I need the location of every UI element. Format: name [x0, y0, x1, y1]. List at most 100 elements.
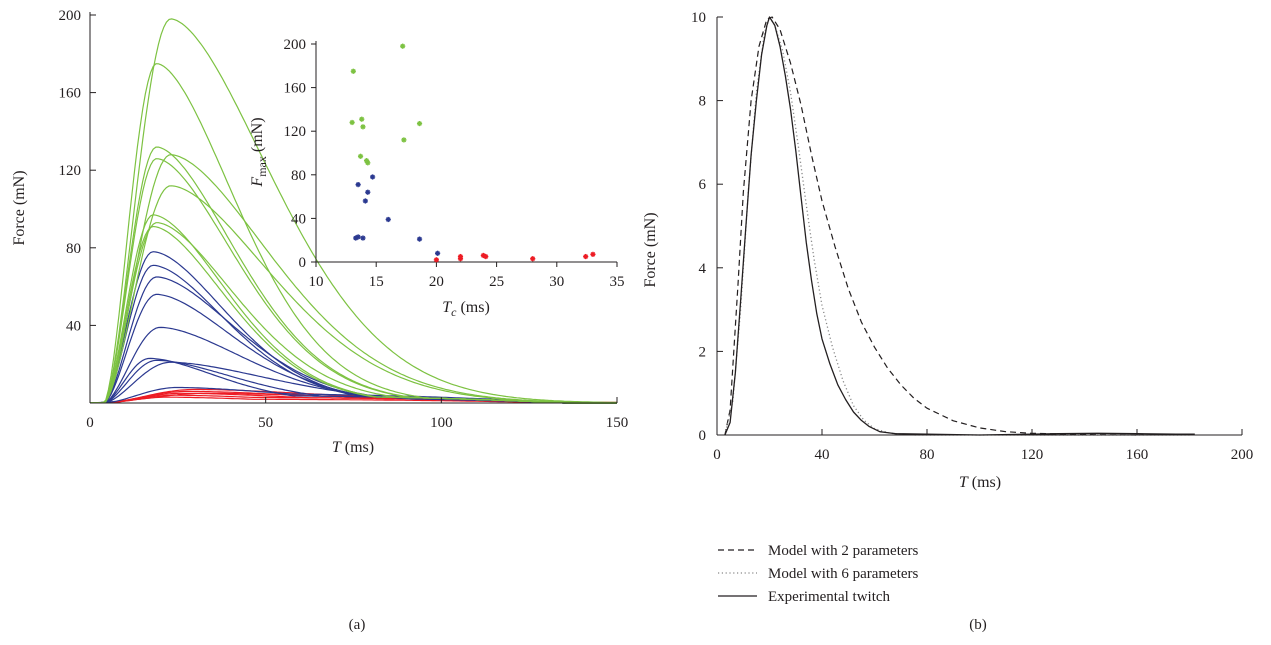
panel-b-x-ticks: 0 40 80 120 160 200: [713, 429, 1253, 463]
inset-point-red: [483, 253, 489, 260]
inset-point-blue: [435, 250, 441, 256]
inset-x-tick-label: 15: [369, 274, 384, 290]
inset-y-tick-label: 40: [291, 211, 306, 227]
panel-a-y-tick-label: 200: [59, 8, 82, 24]
inset-point-green: [401, 137, 407, 143]
panel-b-label: (b): [969, 617, 987, 633]
inset-point-blue: [385, 216, 391, 223]
panel-a-y-tick-label: 80: [66, 241, 81, 257]
inset-x-label-unit: (ms): [456, 299, 489, 316]
panel-b-y-tick-label: 8: [699, 94, 707, 110]
inset-point-green: [357, 153, 364, 159]
force-curve-green: [89, 185, 617, 404]
panel-a-x-tick-label: 150: [606, 415, 629, 431]
inset-x-label-symbol: T: [442, 299, 452, 316]
inset-y-label-unit: (mN): [249, 117, 266, 156]
panel-b-x-tick-label: 80: [920, 447, 935, 463]
inset-y-ticks: 0 40 80 120 160 200: [284, 37, 316, 271]
panel-b-y-ticks: 0 2 4 6 8 10: [691, 10, 723, 444]
inset-x-label-subscript: c: [451, 305, 457, 319]
panel-b-y-tick-label: 2: [699, 344, 707, 360]
inset-point-red: [457, 256, 464, 262]
twitch-curve-dashed: [724, 16, 1138, 436]
panel-b-y-tick-label: 0: [699, 428, 707, 444]
inset-x-tick-label: 20: [429, 274, 444, 290]
panel-a-x-label-symbol: T: [332, 439, 342, 456]
inset-point-red: [590, 251, 596, 257]
panel-a-curves: [89, 18, 618, 404]
panel-a-inset: 0 40 80 120 160 200 10 15 20 25 30 35 Fmax (mN) Tc…: [249, 37, 625, 319]
inset-point-blue: [353, 235, 359, 241]
force-curve-green: [89, 158, 617, 404]
inset-y-axis-label: Fmax (mN): [249, 117, 269, 187]
inset-x-ticks: 10 15 20 25 30 35: [309, 262, 625, 290]
legend-label-model-6: Model with 6 parameters: [768, 566, 919, 582]
inset-points: [349, 43, 596, 263]
force-curve-green: [89, 214, 617, 404]
panel-b-x-tick-label: 160: [1126, 447, 1149, 463]
panel-b-x-tick-label: 200: [1231, 447, 1254, 463]
inset-x-tick-label: 10: [309, 274, 324, 290]
inset-x-tick-label: 25: [489, 274, 504, 290]
inset-x-tick-label: 30: [549, 274, 564, 290]
inset-point-blue: [362, 198, 368, 204]
panel-b-y-tick-label: 6: [699, 177, 707, 193]
panel-a-x-tick-label: 100: [430, 415, 453, 431]
panel-a-x-ticks: 0 50 100 150: [86, 397, 628, 431]
inset-point-green: [365, 160, 371, 166]
panel-b: 0 2 4 6 8 10 0 40 80 120 160 200 Force (mN) T (ms)…: [642, 10, 1253, 633]
inset-point-blue: [369, 174, 376, 180]
panel-b-y-tick-label: 10: [691, 10, 706, 26]
inset-y-tick-label: 160: [284, 81, 307, 97]
force-curve-blue: [89, 251, 617, 404]
panel-b-x-tick-label: 40: [815, 447, 830, 463]
panel-a-y-tick-label: 40: [66, 318, 81, 334]
inset-y-tick-label: 120: [284, 124, 307, 140]
panel-a-y-axis-label: Force (mN): [11, 170, 28, 245]
inset-y-tick-label: 200: [284, 37, 307, 53]
inset-point-red: [530, 256, 536, 262]
inset-y-tick-label: 80: [291, 168, 306, 184]
inset-point-green: [416, 120, 423, 127]
panel-b-legend: Model with 2 parameters Model with 6 par…: [718, 543, 919, 605]
panel-b-x-label-symbol: T: [959, 474, 969, 491]
force-curve-green: [89, 18, 618, 404]
panel-b-y-axis-label: Force (mN): [642, 212, 659, 287]
inset-y-tick-label: 0: [299, 255, 307, 271]
inset-point-red: [433, 257, 439, 263]
panel-b-y-tick-label: 4: [699, 261, 707, 277]
legend-label-experimental: Experimental twitch: [768, 589, 891, 605]
force-curve-blue: [89, 276, 617, 404]
force-curve-green: [89, 154, 618, 404]
inset-point-green: [359, 116, 365, 122]
inset-y-label-symbol: F: [249, 177, 266, 188]
inset-x-axis-label: Tc (ms): [442, 299, 490, 319]
panel-b-x-axis-label: T (ms): [959, 474, 1001, 491]
inset-point-green: [349, 119, 355, 126]
force-curve-green: [89, 225, 617, 404]
panel-a-x-label-unit: (ms): [341, 439, 374, 456]
panel-b-x-tick-label: 0: [713, 447, 721, 463]
inset-point-blue: [360, 235, 366, 241]
panel-a-y-tick-label: 120: [59, 163, 82, 179]
panel-a-label: (a): [349, 617, 366, 633]
inset-point-green: [400, 43, 406, 49]
panel-b-curves: [724, 16, 1195, 436]
twitch-curve-solid: [724, 16, 1195, 436]
inset-y-label-subscript: max: [255, 156, 269, 177]
force-curve-blue: [89, 293, 617, 404]
inset-point-red: [583, 253, 589, 260]
inset-point-blue: [416, 236, 423, 242]
inset-point-blue: [355, 182, 361, 188]
panel-a-x-tick-label: 50: [258, 415, 273, 431]
inset-point-green: [350, 68, 356, 74]
legend-label-model-2: Model with 2 parameters: [768, 543, 919, 559]
inset-x-tick-label: 35: [610, 274, 625, 290]
panel-a-x-tick-label: 0: [86, 415, 94, 431]
panel-a-y-ticks: 40 80 120 160 200: [59, 8, 96, 334]
panel-a-y-tick-label: 160: [59, 86, 82, 102]
panel-b-x-tick-label: 120: [1021, 447, 1044, 463]
panel-a-x-axis-label: T (ms): [332, 439, 374, 456]
inset-point-green: [360, 124, 366, 130]
